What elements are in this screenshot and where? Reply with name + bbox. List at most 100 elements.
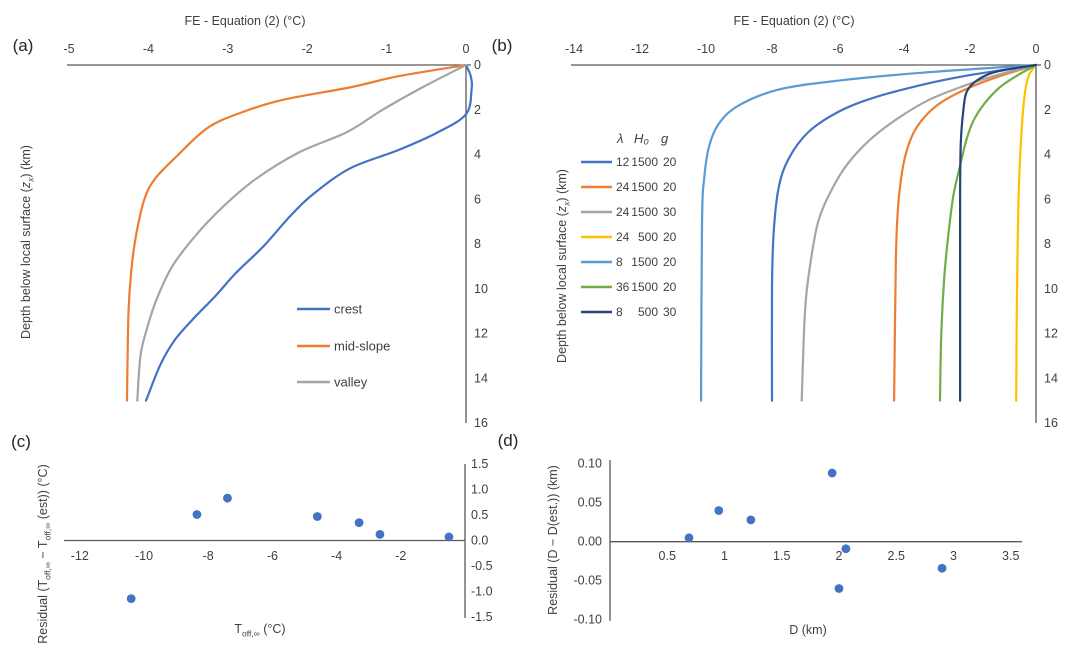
panel-c-plot: -12 -10 -8 -6 -4 -2 1.5 1.0 0.5 0.0 -0.5 -1.0 -1.5 (64, 457, 493, 624)
legend-value-col2: 500 (638, 230, 658, 244)
panel-b-curve-8-1500-20 (699, 63, 1038, 402)
panel-d-data-point (937, 563, 947, 573)
legend-value-col3: 20 (663, 155, 677, 169)
panel-d-x-tick-label: 1.5 (773, 549, 790, 563)
legend-value-col2: 1500 (631, 180, 658, 194)
panel-a-y-tick-label: 4 (474, 148, 481, 162)
panel-a-y-tick-label: 12 (474, 327, 488, 341)
panel-a-y-tick-label: 0 (474, 58, 481, 72)
legend-value-col3: 20 (663, 280, 677, 294)
panel-b-x-tick-label: -2 (964, 42, 975, 56)
panel-b-curve-24-500-20 (1015, 63, 1038, 402)
panel-c-x-tick-label: -8 (203, 549, 214, 563)
panel-c-y-tick-label: -0.5 (471, 559, 493, 573)
panel-a-plot: -5 -4 -3 -2 -1 00 2 4 6 8 10 12 14 16 crest mid-slope va… (63, 42, 488, 430)
panel-a-x-tick-label: -1 (381, 42, 392, 56)
panel-b-x-tick-label: -14 (565, 42, 583, 56)
legend-value-col3: 20 (663, 180, 677, 194)
panel-a-curve-valley (136, 63, 468, 402)
panel-c-x-tick-label: -12 (71, 549, 89, 563)
legend-value-col3: 30 (663, 305, 677, 319)
panel-b-y-tick-label: 8 (1044, 237, 1051, 251)
panel-d-y-axis-title: Residual (D − D(est.)) (km) (546, 465, 560, 615)
panel-d-x-tick-label: 2.5 (888, 549, 905, 563)
panel-d-y-tick-label: -0.10 (574, 613, 603, 627)
panel-c-y-tick-label: 1.0 (471, 483, 488, 497)
legend-label-valley: valley (334, 375, 368, 390)
panel-d-x-tick-label: 1 (721, 549, 728, 563)
panel-d-plot: 0.5 1 1.5 2 2.5 3 3.5 0.10 0.05 0.00 -0.05 -0.10 (574, 457, 1022, 627)
panel-c-data-point (223, 493, 232, 503)
panel-d-x-tick-label: 0.5 (659, 549, 676, 563)
legend-value-col1: 12 (616, 155, 630, 169)
panel-c-x-tick-label: -10 (135, 549, 153, 563)
panel-c-x-tick-label: -2 (395, 549, 406, 563)
panel-c-x-tick-label: -4 (331, 549, 342, 563)
panel-c-y-tick-label: -1.0 (471, 585, 493, 599)
panel-c-data-point (444, 532, 454, 542)
panel-c-y-tick-label: -1.5 (471, 610, 493, 624)
legend-header-col3: g (661, 131, 669, 146)
panel-a-y-tick-label: 16 (474, 416, 488, 430)
panel-b-x-axis-title: FE - Equation (2) (°C) (733, 14, 855, 28)
panel-d-data-point (834, 584, 844, 593)
panel-d-data-point (746, 515, 756, 525)
legend-value-col3: 30 (663, 205, 677, 219)
legend-header-col2: H₀ (634, 131, 649, 146)
panel-c-x-axis-title: Toff,∞ (°C) (234, 621, 286, 639)
panel-b-curve-24-1500-20 (893, 63, 1038, 402)
panel-a-x-tick-label: -4 (143, 42, 154, 56)
legend-value-col2: 1500 (631, 155, 658, 169)
panel-d-data-point (714, 506, 724, 515)
legend-value-col2: 1500 (631, 205, 658, 219)
panel-b-y-tick-label: 6 (1044, 192, 1051, 206)
legend-value-col3: 20 (663, 255, 677, 269)
panel-c-data-point (375, 529, 385, 539)
panel-c-data-point (192, 510, 202, 519)
panel-a-y-tick-label: 8 (474, 237, 481, 251)
panel-b-y-tick-label: 16 (1044, 416, 1058, 430)
panel-b-curve-8-500-30 (958, 63, 1038, 402)
panel-b-curve-24-1500-30 (800, 63, 1038, 402)
panel-a-y-tick-label: 6 (474, 192, 481, 206)
panel-b-y-tick-label: 14 (1044, 371, 1058, 385)
legend-value-col1: 8 (616, 255, 623, 269)
legend-value-col1: 8 (616, 305, 623, 319)
panel-b-y-tick-label: 12 (1044, 327, 1058, 341)
panel-b-x-tick-label: -12 (631, 42, 649, 56)
legend-value-col2: 1500 (631, 280, 658, 294)
panel-c-x-tick-label: -6 (267, 549, 278, 563)
panel-d-x-tick-label: 3.5 (1002, 549, 1019, 563)
legend-label-mid-slope: mid-slope (334, 339, 390, 354)
panel-d-data-point (827, 468, 837, 478)
panel-b-y-tick-label: 0 (1044, 58, 1051, 72)
panel-b-x-tick-label: -10 (697, 42, 715, 56)
panel-d-x-tick-label: 3 (950, 549, 957, 563)
panel-b-x-tick-label: -4 (898, 42, 909, 56)
legend-value-col2: 500 (638, 305, 658, 319)
panel-b-y-tick-label: 10 (1044, 282, 1058, 296)
panel-a-x-axis-title: FE - Equation (2) (°C) (184, 14, 306, 28)
panel-a-y-axis-title: Depth below local surface (zx) (km) (18, 145, 36, 339)
panel-a-x-tick-label: -2 (302, 42, 313, 56)
panel-c-y-tick-label: 0.5 (471, 508, 488, 522)
legend-value-col3: 20 (663, 230, 677, 244)
panel-b-curve-12-1500-20 (770, 63, 1038, 402)
legend-label-crest: crest (334, 302, 363, 317)
legend-value-col1: 36 (616, 280, 630, 294)
panel-c-data-point (126, 594, 136, 604)
panel-c-data-point (312, 512, 322, 521)
panel-a-curve-crest (144, 63, 473, 402)
legend-header-col1: λ (616, 131, 623, 146)
panel-b-x-tick-label: -6 (832, 42, 843, 56)
panel-d-y-tick-label: 0.00 (578, 535, 602, 549)
panel-label-a: (a) (12, 36, 34, 55)
panel-d-y-tick-label: 0.05 (578, 496, 602, 510)
panel-label-b: (b) (491, 36, 513, 55)
panel-a-y-tick-label: 2 (474, 103, 481, 117)
legend-value-col1: 24 (616, 205, 630, 219)
legend-value-col2: 1500 (631, 255, 658, 269)
